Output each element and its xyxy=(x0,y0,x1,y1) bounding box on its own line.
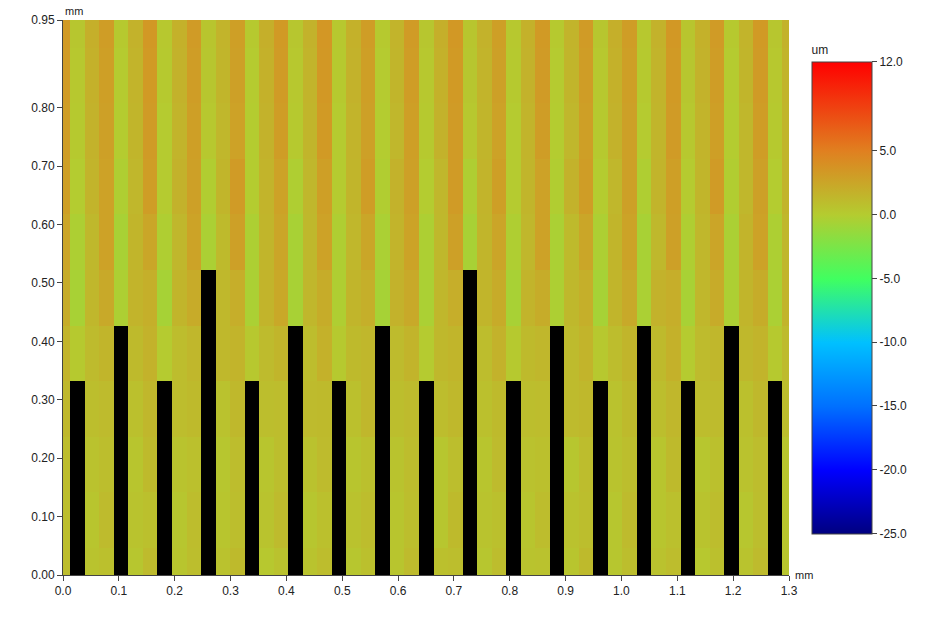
svg-text:0.00: 0.00 xyxy=(31,568,55,582)
svg-text:0.3: 0.3 xyxy=(222,584,239,598)
svg-text:0.4: 0.4 xyxy=(278,584,295,598)
svg-text:mm: mm xyxy=(65,5,83,17)
svg-text:0.8: 0.8 xyxy=(501,584,518,598)
svg-text:1.1: 1.1 xyxy=(669,584,686,598)
svg-text:0.80: 0.80 xyxy=(31,101,55,115)
svg-text:-25.0: -25.0 xyxy=(879,527,907,541)
svg-text:0.60: 0.60 xyxy=(31,218,55,232)
svg-text:0.95: 0.95 xyxy=(31,13,55,27)
svg-text:1.3: 1.3 xyxy=(781,584,798,598)
svg-text:0.2: 0.2 xyxy=(166,584,183,598)
svg-text:1.2: 1.2 xyxy=(725,584,742,598)
svg-text:0.5: 0.5 xyxy=(334,584,351,598)
svg-text:0.30: 0.30 xyxy=(31,393,55,407)
svg-text:0.1: 0.1 xyxy=(111,584,128,598)
svg-text:12.0: 12.0 xyxy=(879,55,903,69)
svg-text:0.50: 0.50 xyxy=(31,276,55,290)
svg-text:-10.0: -10.0 xyxy=(879,335,907,349)
svg-text:0.7: 0.7 xyxy=(446,584,463,598)
svg-text:-15.0: -15.0 xyxy=(879,399,907,413)
svg-text:0.0: 0.0 xyxy=(879,208,896,222)
svg-text:5.0: 5.0 xyxy=(879,144,896,158)
svg-text:-5.0: -5.0 xyxy=(879,272,900,286)
svg-text:1.0: 1.0 xyxy=(613,584,630,598)
svg-text:0.70: 0.70 xyxy=(31,159,55,173)
svg-text:um: um xyxy=(812,43,829,57)
svg-text:0.40: 0.40 xyxy=(31,335,55,349)
svg-text:0.20: 0.20 xyxy=(31,451,55,465)
svg-text:0.0: 0.0 xyxy=(55,584,72,598)
svg-text:0.6: 0.6 xyxy=(390,584,407,598)
svg-text:-20.0: -20.0 xyxy=(879,463,907,477)
svg-text:0.9: 0.9 xyxy=(557,584,574,598)
svg-text:0.10: 0.10 xyxy=(31,510,55,524)
svg-text:mm: mm xyxy=(795,569,813,581)
